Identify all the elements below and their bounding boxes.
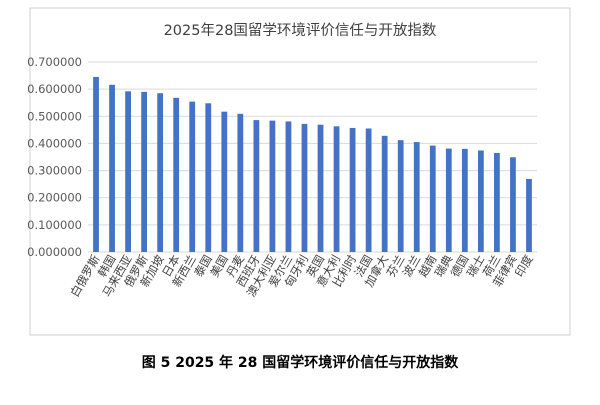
bars — [93, 76, 532, 253]
bar — [494, 152, 500, 252]
bar — [477, 150, 484, 252]
bar — [237, 113, 244, 252]
y-tick-label: 0.100000 — [27, 218, 82, 232]
bar — [349, 127, 356, 252]
chart: 2025年28国留学环境评价信任与开放指数 0.0000000.1000000.… — [27, 7, 571, 336]
bar — [365, 128, 372, 252]
chart-title: 2025年28国留学环境评价信任与开放指数 — [164, 21, 437, 39]
bar — [397, 140, 404, 252]
bar — [205, 103, 212, 252]
bar — [445, 148, 452, 252]
bar — [141, 91, 148, 252]
y-tick-label: 0.300000 — [27, 164, 82, 178]
bar — [269, 120, 276, 252]
figure-caption: 图 5 2025 年 28 国留学环境评价信任与开放指数 — [141, 355, 459, 371]
bar — [109, 84, 115, 252]
y-tick-label: 0.600000 — [27, 82, 82, 96]
bar — [461, 148, 468, 252]
bar — [157, 93, 164, 252]
bar — [413, 142, 420, 252]
y-tick-label: 0.400000 — [27, 136, 82, 150]
bar — [526, 178, 532, 252]
bar — [189, 101, 196, 252]
y-tick-label: 0.200000 — [27, 191, 82, 205]
y-tick-label: 0.000000 — [27, 245, 82, 259]
y-tick-label: 0.500000 — [27, 109, 82, 123]
bar — [301, 123, 308, 252]
bar — [317, 124, 324, 252]
bar — [221, 111, 228, 253]
bar — [510, 157, 516, 252]
bar — [253, 120, 260, 252]
bar — [125, 91, 131, 252]
bar — [93, 76, 99, 252]
bar — [381, 135, 388, 252]
bar — [285, 121, 292, 252]
y-tick-label: 0.700000 — [27, 55, 82, 69]
bar — [333, 126, 340, 252]
y-axis-ticks: 0.000000 0.100000 0.200000 0.300000 0.400000… — [27, 55, 82, 259]
bar — [173, 97, 180, 252]
bar — [429, 145, 436, 252]
